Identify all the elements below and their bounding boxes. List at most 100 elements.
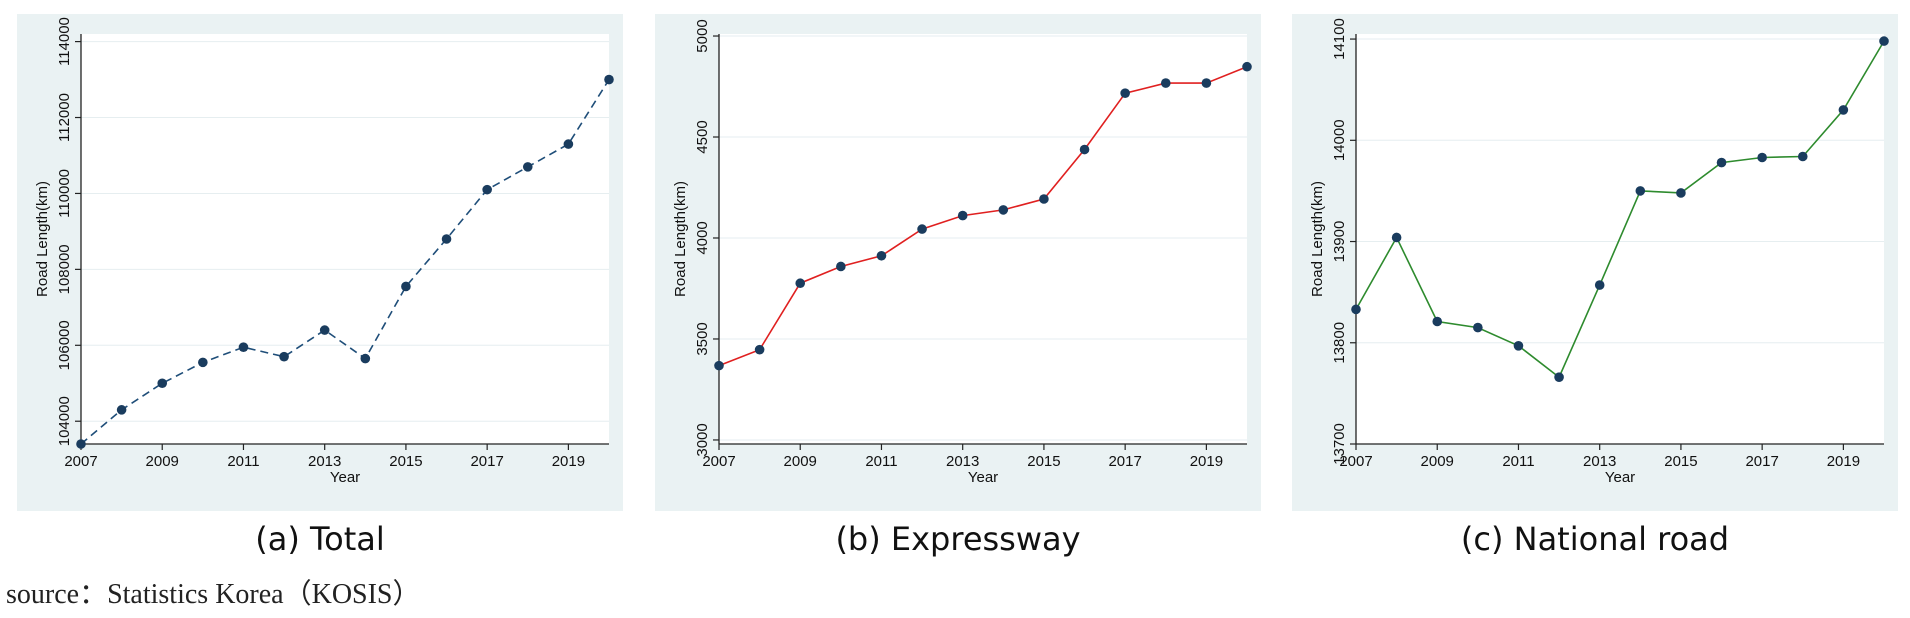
x-tick-label: 2011 [865, 453, 897, 470]
data-point [1797, 151, 1808, 162]
data-point [1676, 188, 1686, 198]
x-tick-label: 2017 [1745, 453, 1778, 470]
y-tick-label: 104000 [56, 396, 73, 446]
x-tick-label: 2015 [389, 453, 422, 470]
x-tick-label: 2007 [64, 453, 97, 470]
x-tick-label: 2009 [1421, 453, 1454, 470]
source-note: source：Statistics Korea（KOSIS） [6, 579, 421, 610]
chart-svg-expressway: 3000 3500 4000 4500 5000 2007 2009 2011 2013 2015… [672, 19, 1252, 486]
y-tick-label: 13900 [1331, 221, 1348, 263]
y-axis-title: Road Length(km) [34, 181, 51, 297]
data-point [76, 439, 86, 449]
y-tick-label: 4500 [694, 120, 711, 153]
x-axis-title: Year [330, 469, 360, 486]
data-point [795, 278, 806, 289]
y-tick-label: 106000 [56, 320, 73, 370]
y-tick-label: 112000 [56, 93, 73, 142]
data-point [1838, 105, 1849, 115]
y-tick-label: 114000 [56, 17, 73, 66]
data-point [1879, 36, 1889, 46]
y-tick-label: 5000 [694, 19, 711, 52]
data-point [1039, 194, 1049, 204]
data-point [1120, 88, 1130, 98]
x-tick-label: 2017 [470, 453, 503, 470]
x-tick-label: 2007 [702, 453, 735, 470]
y-tick-label: 13700 [1331, 423, 1348, 465]
data-point [714, 360, 724, 371]
y-axis-title: Road Length(km) [672, 181, 689, 297]
data-point [1201, 78, 1212, 88]
x-tick-label: 2019 [552, 453, 585, 470]
x-tick-label: 2009 [146, 453, 179, 470]
chart-panel-total: 104000 106000 108000 110000 112000 114000 2007… [17, 14, 623, 511]
plot-area [719, 34, 1247, 444]
chart-svg-total: 104000 106000 108000 110000 112000 114000 2007… [34, 17, 614, 486]
y-tick-label: 3500 [694, 322, 711, 355]
data-point [1635, 186, 1646, 196]
plot-area [81, 34, 609, 444]
data-point [876, 250, 887, 261]
data-point [198, 357, 208, 368]
caption-total: (a) Total [255, 520, 385, 558]
data-point [401, 281, 411, 292]
y-tick-label: 110000 [56, 169, 73, 218]
x-axis-title: Year [968, 469, 998, 486]
series-line [718, 65, 1248, 367]
y-tick-label: 108000 [56, 244, 73, 294]
data-point [604, 74, 614, 85]
data-point [1160, 78, 1171, 88]
data-point [1391, 232, 1402, 243]
caption-national-road: (c) National road [1460, 520, 1730, 558]
y-tick-label: 4000 [694, 221, 711, 254]
data-point [441, 234, 452, 244]
x-axis-title: Year [1605, 469, 1635, 486]
y-tick-label: 13800 [1331, 322, 1348, 364]
y-tick-label: 14000 [1331, 119, 1348, 161]
data-point [1079, 144, 1090, 155]
x-tick-label: 2013 [308, 453, 341, 470]
y-tick-label: 14100 [1331, 18, 1348, 60]
data-point [1716, 157, 1727, 168]
x-tick-label: 2019 [1190, 453, 1223, 470]
caption-expressway: (b) Expressway [835, 520, 1081, 558]
data-point [1351, 304, 1361, 315]
data-point [482, 184, 492, 195]
data-point [1757, 152, 1767, 163]
x-tick-label: 2007 [1339, 453, 1372, 470]
data-point [360, 353, 371, 364]
series-line [1355, 40, 1885, 379]
data-point [116, 405, 127, 415]
x-tick-label: 2011 [227, 453, 259, 470]
data-point [1513, 341, 1524, 351]
data-point [522, 162, 533, 172]
x-tick-label: 2015 [1027, 453, 1060, 470]
x-tick-label: 2013 [946, 453, 979, 470]
chart-svg-national-road: 13700 13800 13900 14000 14100 2007 2009 2011 201… [1309, 18, 1889, 486]
data-point [319, 325, 330, 335]
data-point [957, 210, 968, 221]
data-point [238, 342, 249, 352]
data-point [917, 224, 927, 234]
data-point [1242, 61, 1252, 72]
data-point [998, 205, 1009, 215]
x-tick-label: 2013 [1583, 453, 1616, 470]
data-point [754, 344, 765, 355]
series-line [80, 79, 610, 445]
data-point [157, 378, 168, 389]
data-point [836, 261, 846, 272]
data-point [279, 351, 289, 362]
data-point [563, 139, 574, 149]
x-tick-label: 2017 [1108, 453, 1141, 470]
chart-panel-national-road: 13700 13800 13900 14000 14100 2007 2009 2011 201… [1292, 14, 1898, 511]
chart-panel-expressway: 3000 3500 4000 4500 5000 2007 2009 2011 2013 2015… [655, 14, 1261, 511]
data-point [1594, 280, 1605, 290]
y-tick-label: 3000 [694, 423, 711, 456]
x-tick-label: 2019 [1827, 453, 1860, 470]
data-point [1432, 316, 1443, 327]
x-tick-label: 2015 [1664, 453, 1697, 470]
x-tick-label: 2011 [1502, 453, 1534, 470]
data-point [1473, 322, 1483, 333]
y-axis-title: Road Length(km) [1309, 181, 1326, 297]
x-tick-label: 2009 [784, 453, 817, 470]
data-point [1554, 372, 1564, 382]
